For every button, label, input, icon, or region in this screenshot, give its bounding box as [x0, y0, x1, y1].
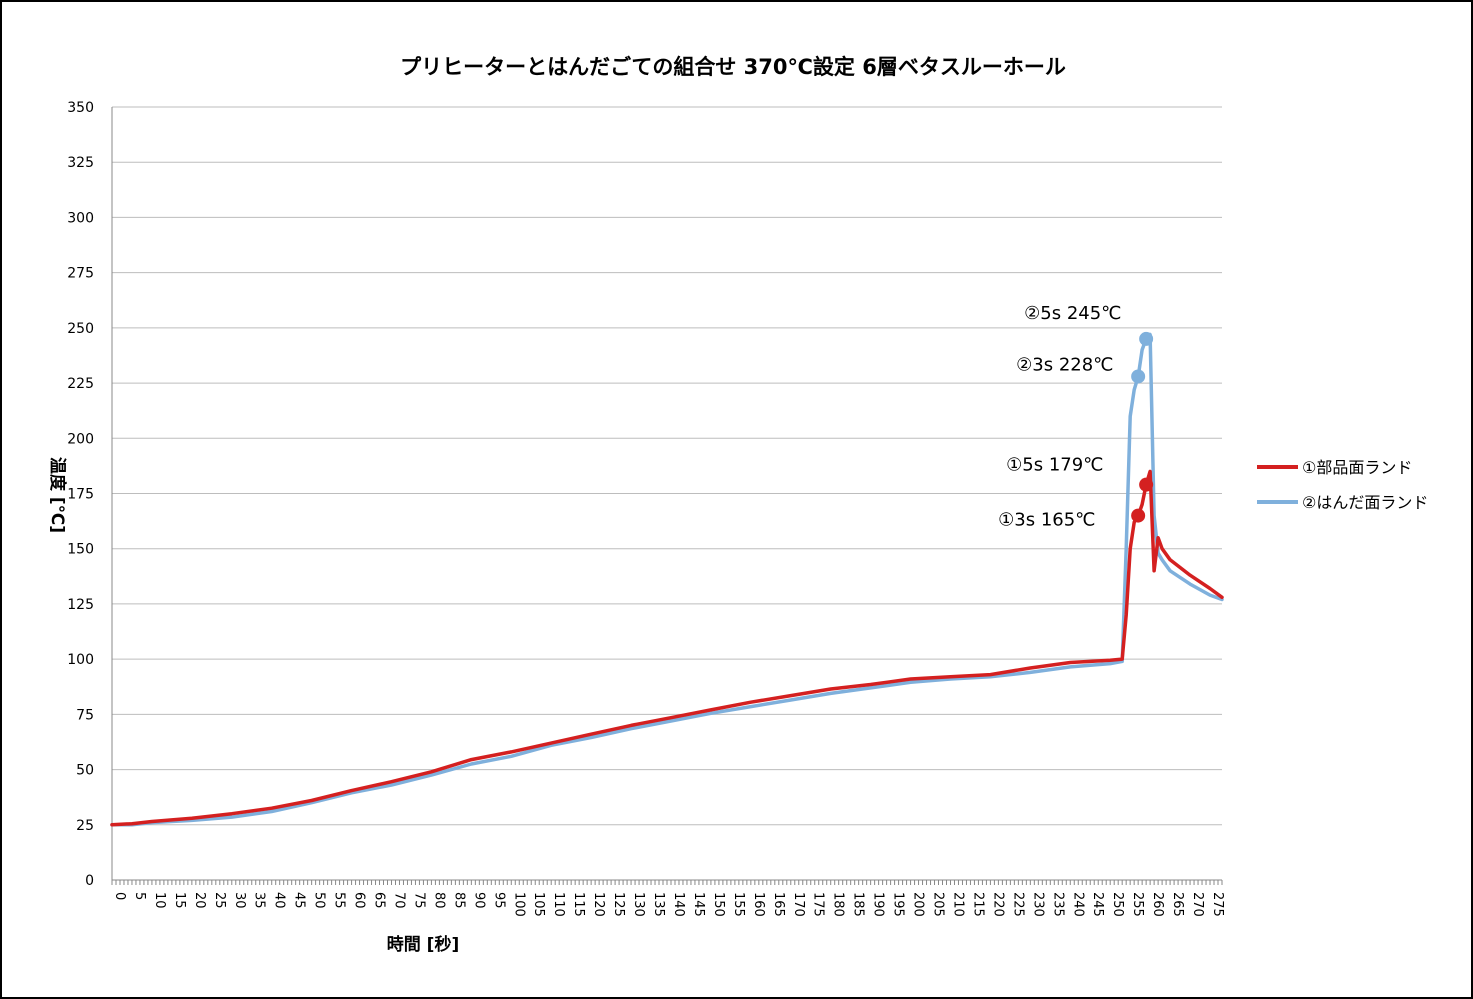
- x-tick-label: 15: [172, 892, 187, 909]
- y-tick-label: 225: [67, 376, 94, 392]
- series-lines: [110, 332, 1224, 827]
- x-tick-label: 160: [751, 892, 766, 917]
- y-tick-label: 250: [67, 321, 94, 337]
- x-tick-label: 0: [112, 892, 127, 900]
- x-tick-label: 10: [152, 892, 167, 909]
- y-tick-label: 150: [67, 542, 94, 558]
- legend-label-2: ②はんだ面ランド: [1302, 493, 1428, 512]
- x-tick-label: 170: [791, 892, 806, 917]
- y-tick-label: 200: [67, 431, 94, 447]
- x-tick-label: 95: [491, 892, 506, 909]
- x-tick-label: 235: [1050, 892, 1065, 917]
- x-tick-label: 260: [1150, 892, 1165, 917]
- annotation-label: ①3s 165℃: [998, 510, 1095, 531]
- x-tick-label: 155: [731, 892, 746, 917]
- y-tick-label: 175: [67, 487, 94, 503]
- x-tick-label: 90: [471, 892, 486, 909]
- x-tick-label: 195: [891, 892, 906, 917]
- x-tick-label: 190: [871, 892, 886, 917]
- x-tick-label: 5: [132, 892, 147, 900]
- annotation-label: ②5s 245℃: [1024, 303, 1121, 324]
- x-tick-label: 165: [771, 892, 786, 917]
- annotation-marker: [1139, 477, 1154, 492]
- x-tick-label: 75: [411, 892, 426, 909]
- annotations: ②5s 245℃ ②3s 228℃ ①5s 179℃ ①3s 165℃: [998, 303, 1154, 531]
- x-tick-label: 65: [372, 892, 387, 909]
- x-axis-label: 時間 [秒]: [387, 934, 459, 955]
- x-tick-label: 85: [451, 892, 466, 909]
- x-tick-label: 245: [1090, 892, 1105, 917]
- x-tick-label: 80: [431, 892, 446, 909]
- series-line-2: [110, 332, 1224, 827]
- x-tick-label: 105: [531, 892, 546, 917]
- legend-label-1: ①部品面ランド: [1302, 458, 1412, 477]
- x-tick-label: 30: [232, 892, 247, 909]
- x-tick-label: 225: [1010, 892, 1025, 917]
- x-tick-label: 55: [332, 892, 347, 909]
- x-tick-label: 150: [711, 892, 726, 917]
- x-tick-label: 50: [312, 892, 327, 909]
- x-tick-label: 175: [811, 892, 826, 917]
- legend: ①部品面ランド ②はんだ面ランド: [1257, 458, 1428, 512]
- x-tick-label: 110: [551, 892, 566, 917]
- x-tick-label: 25: [212, 892, 227, 909]
- x-tick-label: 270: [1190, 892, 1205, 917]
- x-tick-label: 115: [571, 892, 586, 917]
- y-tick-label: 50: [76, 763, 94, 779]
- x-tick-label: 200: [911, 892, 926, 917]
- x-tick-label: 265: [1170, 892, 1185, 917]
- x-tick-label: 130: [631, 892, 646, 917]
- y-axis-label: 温度 [℃]: [47, 457, 68, 533]
- annotation-label: ②3s 228℃: [1016, 354, 1113, 375]
- chart-title: プリヒーターとはんだごての組合せ 370℃設定 6層ベタスルーホール: [400, 55, 1066, 79]
- x-tick-labels: 0 5 10 15 20 25 30 35 40 45 50 55 60 65 70 75 80 85 90 95 10…: [112, 892, 1225, 917]
- x-tick-label: 240: [1070, 892, 1085, 917]
- x-tick-label: 185: [851, 892, 866, 917]
- x-tick-label: 40: [272, 892, 287, 909]
- y-tick-label: 350: [67, 100, 94, 116]
- y-tick-labels: 0 25 50 75 100 125 150 175 200 225 250 275 300 325 350: [67, 100, 94, 889]
- x-tick-label: 70: [391, 892, 406, 909]
- x-tick-label: 205: [931, 892, 946, 917]
- annotation-label: ①5s 179℃: [1006, 455, 1103, 476]
- y-tick-label: 0: [85, 873, 94, 889]
- annotation-marker: [1131, 508, 1146, 523]
- x-tick-label: 100: [511, 892, 526, 917]
- y-tick-label: 25: [76, 818, 94, 834]
- y-tick-label: 100: [67, 652, 94, 668]
- x-tick-label: 125: [611, 892, 626, 917]
- x-tick-label: 250: [1110, 892, 1125, 917]
- x-tick-label: 210: [950, 892, 965, 917]
- y-tick-label: 275: [67, 266, 94, 282]
- x-tick-label: 45: [292, 892, 307, 909]
- annotation-marker: [1139, 331, 1154, 346]
- x-tick-label: 255: [1130, 892, 1145, 917]
- y-tick-label: 125: [67, 597, 94, 613]
- y-tick-label: 75: [76, 707, 94, 723]
- x-tick-label: 135: [651, 892, 666, 917]
- y-tick-label: 300: [67, 210, 94, 226]
- x-tick-label: 275: [1210, 892, 1225, 917]
- x-tick-label: 220: [990, 892, 1005, 917]
- x-tick-label: 230: [1030, 892, 1045, 917]
- gridlines: [111, 106, 1223, 885]
- x-tick-label: 20: [192, 892, 207, 909]
- annotation-marker: [1131, 369, 1146, 384]
- x-tick-label: 35: [252, 892, 267, 909]
- x-tick-label: 145: [691, 892, 706, 917]
- y-tick-label: 325: [67, 155, 94, 171]
- x-tick-label: 120: [591, 892, 606, 917]
- x-tick-label: 60: [352, 892, 367, 909]
- x-tick-label: 140: [671, 892, 686, 917]
- x-tick-label: 180: [831, 892, 846, 917]
- x-tick-label: 215: [970, 892, 985, 917]
